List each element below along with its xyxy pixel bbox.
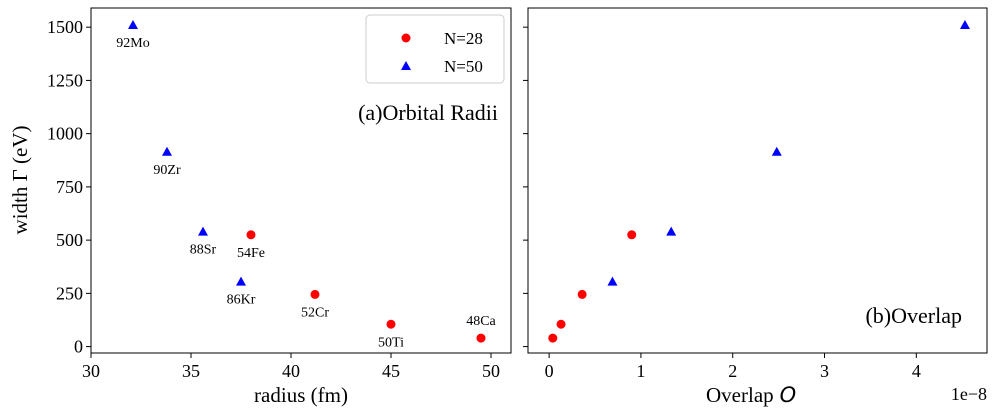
panel-a-x-label: radius (fm) [254,383,348,407]
legend-n50-label: N=50 [444,57,483,76]
panel-b-x-label-symbol: O [780,383,797,407]
y-tick-label: 750 [56,177,83,197]
point-n28 [627,230,637,240]
legend-n28-label: N=28 [444,29,483,48]
point-n50 [607,276,618,286]
panel-a-y-label: width Γ (eV) [8,126,32,235]
nucleus-label: 88Sr [190,243,217,258]
y-tick-label: 0 [74,337,83,357]
x-tick-label: 30 [82,361,100,381]
y-tick-label: 250 [56,283,83,303]
x-tick-label: 3 [820,361,829,381]
y-tick-label: 1500 [47,17,83,37]
panel-b-y-ticks [523,26,528,348]
nucleus-label: 92Mo [116,36,149,51]
x-tick-label: 50 [482,361,500,381]
legend-n50-marker [401,61,411,70]
nucleus-label: 52Cr [301,305,329,320]
panel-b-x-ticks: 0 1 2 3 4 [545,353,921,381]
panel-a-title: (a)Orbital Radii [358,100,498,125]
legend-box [365,14,505,84]
panel-b-title: (b)Overlap [865,303,962,328]
legend: N=28 N=50 [365,14,505,84]
point-n50 [236,276,246,286]
panel-b: 0 1 2 3 4 (b)Overlap Overlap O 1e−8 [523,7,988,407]
x-tick-label: 4 [912,361,921,381]
panel-b-x-offset: 1e−8 [951,384,987,404]
point-n28 [476,333,486,343]
point-n50 [771,146,782,156]
point-n28 [548,333,558,343]
panel-a: 30 35 40 45 50 0 250 500 750 1000 1250 1500 48Ca 50… [8,7,512,407]
point-n28 [246,230,256,240]
x-tick-label: 2 [728,361,737,381]
panel-a-y-ticks: 0 250 500 750 1000 1250 1500 [47,17,91,357]
nucleus-label: 86Kr [227,293,256,308]
point-n28 [310,289,320,299]
panel-a-x-ticks: 30 35 40 45 50 [82,353,500,381]
point-n50 [666,226,677,236]
point-n50 [162,146,172,156]
x-tick-label: 40 [282,361,300,381]
y-tick-label: 1000 [47,124,83,144]
panel-a-frame [90,7,512,354]
nucleus-label: 50Ti [378,335,404,350]
panel-b-x-label: Overlap O [706,383,796,407]
nucleus-label: 48Ca [466,314,496,329]
point-n28 [577,289,587,299]
panel-a-points: 48Ca 50Ti 52Cr 54Fe 86Kr 88Sr 90Zr 92Mo [116,20,497,350]
point-n50 [959,20,970,30]
panel-b-frame [527,7,988,354]
legend-n28-marker [401,33,411,43]
point-n28 [386,319,396,329]
x-tick-label: 45 [382,361,400,381]
point-n50 [198,226,208,236]
y-tick-label: 500 [56,230,83,250]
panel-b-points [548,20,970,343]
point-n28 [556,319,566,329]
y-tick-label: 1250 [47,70,83,90]
point-n50 [128,20,138,30]
x-tick-label: 0 [545,361,554,381]
x-tick-label: 1 [636,361,645,381]
x-tick-label: 35 [182,361,200,381]
nucleus-label: 54Fe [237,246,265,261]
panel-b-x-label-text: Overlap [706,383,774,407]
nucleus-label: 90Zr [153,163,181,178]
